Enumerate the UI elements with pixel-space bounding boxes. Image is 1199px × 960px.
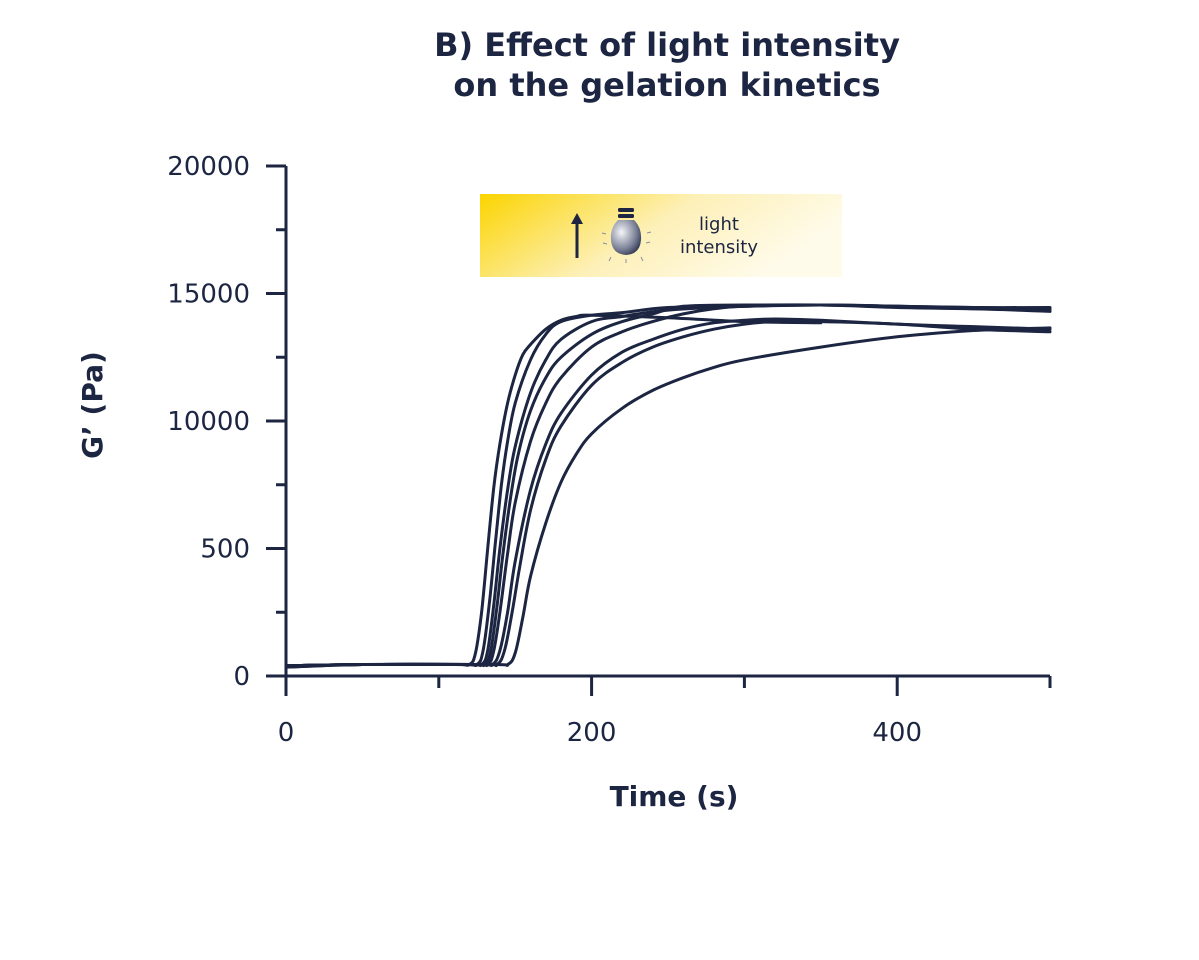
series-line-curve-6 bbox=[284, 317, 1052, 668]
series-line-curve-4 bbox=[284, 303, 1052, 668]
light-bulb-icon bbox=[601, 208, 652, 263]
x-tick-label: 0 bbox=[278, 718, 295, 748]
x-axis-ticks: 0 200 400 bbox=[278, 676, 1052, 748]
series-line-curve-8 bbox=[284, 326, 1052, 669]
y-axis-ticks: 0 500 10000 15000 20000 bbox=[167, 152, 286, 692]
series-line-curve-2 bbox=[284, 303, 1052, 668]
up-arrow-icon bbox=[571, 213, 583, 258]
x-tick-label: 200 bbox=[567, 718, 617, 748]
annotation-line-2: intensity bbox=[680, 237, 758, 258]
y-tick-label: 15000 bbox=[167, 280, 250, 310]
y-tick-label: 0 bbox=[233, 662, 250, 692]
series-line-curve-3 bbox=[284, 303, 1052, 668]
series-line-curve-5 bbox=[284, 303, 1052, 668]
annotation-background bbox=[480, 194, 842, 277]
y-tick-label: 20000 bbox=[167, 152, 250, 182]
title-line-2: on the gelation kinetics bbox=[453, 66, 881, 104]
light-intensity-annotation: light intensity bbox=[480, 194, 842, 277]
x-tick-label: 400 bbox=[872, 718, 922, 748]
y-tick-label: 500 bbox=[200, 535, 250, 565]
x-axis-label: Time (s) bbox=[610, 780, 739, 813]
data-series bbox=[284, 303, 1052, 669]
title-line-1: B) Effect of light intensity bbox=[434, 26, 900, 64]
series-line-curve-7 bbox=[284, 319, 1052, 668]
y-tick-label: 10000 bbox=[167, 407, 250, 437]
annotation-line-1: light bbox=[699, 214, 739, 235]
y-axis-label: G’ (Pa) bbox=[76, 351, 109, 459]
chart-title: B) Effect of light intensity on the gela… bbox=[0, 25, 1199, 105]
